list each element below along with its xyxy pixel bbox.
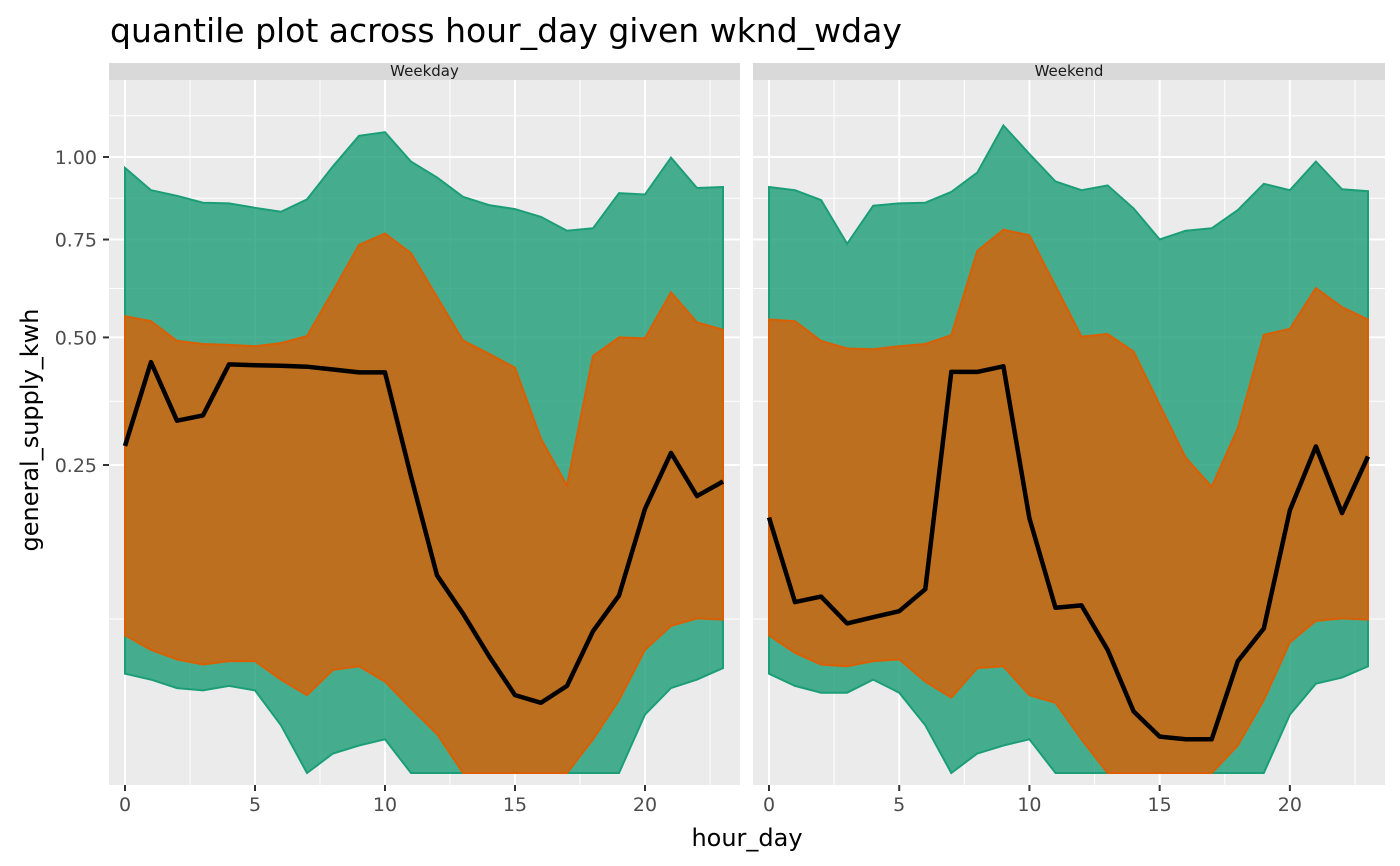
- x-tick-label: 5: [893, 794, 905, 816]
- y-tick-label: 0.75: [55, 230, 97, 252]
- x-axis-title: hour_day: [691, 824, 802, 852]
- x-tick-label: 15: [1148, 794, 1172, 816]
- y-axis: 0.25 0.50 0.75 1.00: [55, 147, 109, 477]
- x-tick-label: 5: [249, 794, 261, 816]
- facet-strip: [753, 63, 1385, 80]
- facet-strip-label: Weekend: [1035, 62, 1104, 80]
- x-tick-label: 20: [1278, 794, 1302, 816]
- panels-layer: Weekday 0 5 10 15 20 Weekend 0 5 10 15 20: [109, 62, 1385, 816]
- x-tick-label: 0: [763, 794, 775, 816]
- x-tick-label: 15: [503, 794, 527, 816]
- facet-strip: [109, 63, 740, 80]
- y-tick-label: 0.25: [55, 455, 97, 477]
- y-tick-label: 1.00: [55, 147, 97, 169]
- median-line: [766, 364, 1371, 742]
- panel-weekday: Weekday 0 5 10 15 20: [109, 62, 740, 816]
- chart-title: quantile plot across hour_day given wknd…: [110, 11, 902, 50]
- facet-strip-label: Weekday: [390, 62, 459, 80]
- y-axis-title: general_supply_kwh: [16, 308, 44, 551]
- median-line: [122, 359, 725, 706]
- x-tick-label: 10: [373, 794, 397, 816]
- x-tick-label: 20: [633, 794, 657, 816]
- inner-quantile-band: [768, 228, 1369, 774]
- y-tick-label: 0.50: [55, 327, 97, 349]
- inner-quantile-band: [124, 232, 724, 774]
- x-tick-label: 10: [1017, 794, 1041, 816]
- x-tick-label: 0: [119, 794, 131, 816]
- panel-weekend: Weekend 0 5 10 15 20: [753, 62, 1385, 816]
